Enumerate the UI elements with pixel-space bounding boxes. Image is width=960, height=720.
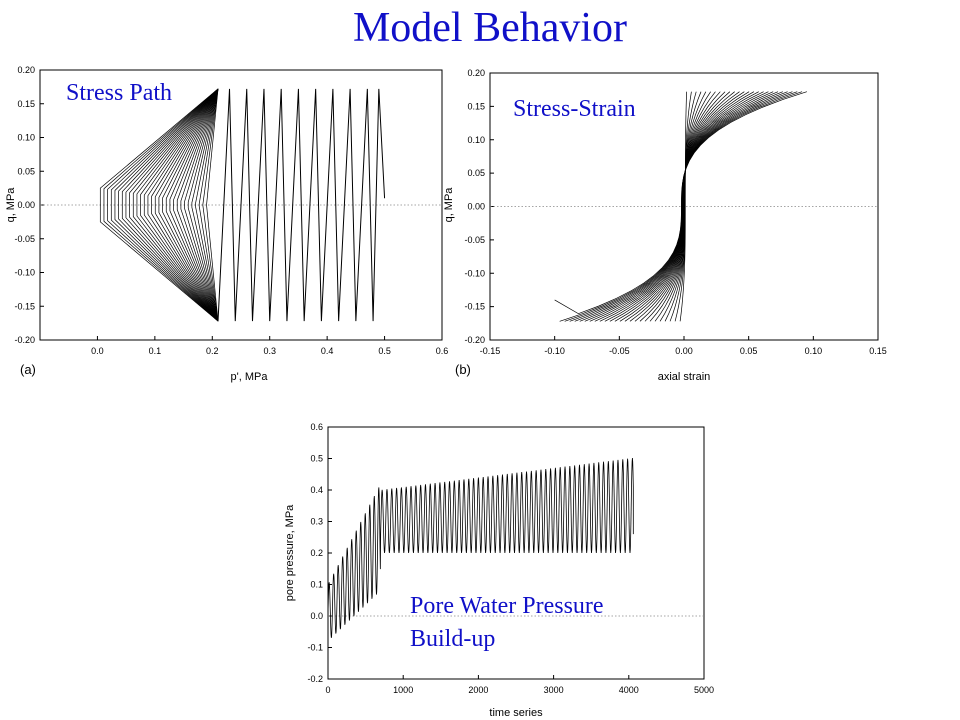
butterfly-series <box>191 88 219 322</box>
y-tick-label: 0.0 <box>310 611 323 621</box>
x-tick-label: 2000 <box>468 685 488 695</box>
x-tick-label: 0.15 <box>869 346 887 356</box>
x-tick-label: 0.05 <box>740 346 758 356</box>
y-tick-label: 0.10 <box>467 135 485 145</box>
butterfly-series <box>187 88 219 322</box>
x-tick-label: -0.10 <box>544 346 565 356</box>
x-axis-label: time series <box>489 707 543 719</box>
pore-pressure-series <box>327 458 634 638</box>
overlay-label-line2: Build-up <box>410 626 495 652</box>
x-tick-label: 0.3 <box>263 346 276 356</box>
panel-label: (b) <box>455 362 471 377</box>
butterfly-series <box>158 88 219 322</box>
y-tick-label: 0.6 <box>310 422 323 432</box>
y-tick-label: -0.10 <box>464 268 485 278</box>
butterfly-series <box>154 88 219 322</box>
x-tick-label: 0.2 <box>206 346 219 356</box>
x-tick-label: 5000 <box>694 685 714 695</box>
y-tick-label: -0.20 <box>14 335 35 345</box>
butterfly-series <box>165 88 219 322</box>
y-tick-label: 0.4 <box>310 485 323 495</box>
y-tick-label: 0.00 <box>467 202 485 212</box>
butterfly-series <box>198 88 219 322</box>
x-tick-label: 0.00 <box>675 346 693 356</box>
x-tick-label: 3000 <box>544 685 564 695</box>
y-tick-label: -0.15 <box>464 302 485 312</box>
butterfly-series <box>129 88 219 322</box>
butterfly-series <box>132 88 219 322</box>
y-tick-label: 0.00 <box>17 200 35 210</box>
x-tick-label: 0.6 <box>436 346 449 356</box>
y-tick-label: -0.20 <box>464 335 485 345</box>
x-axis-label: p', MPa <box>231 371 269 383</box>
x-tick-label: 4000 <box>619 685 639 695</box>
butterfly-series <box>169 88 219 322</box>
x-tick-label: -0.15 <box>480 346 501 356</box>
y-tick-label: -0.05 <box>464 235 485 245</box>
y-tick-label: -0.10 <box>14 268 35 278</box>
slide-title: Model Behavior <box>352 5 628 51</box>
butterfly-series <box>114 88 219 322</box>
butterfly-series <box>195 88 219 322</box>
hysteresis-series <box>679 91 687 322</box>
x-tick-label: 0.5 <box>378 346 391 356</box>
y-tick-label: 0.2 <box>310 548 323 558</box>
x-tick-label: 0.1 <box>149 346 162 356</box>
y-tick-label: 0.20 <box>467 68 485 78</box>
y-tick-label: 0.1 <box>310 580 323 590</box>
y-tick-label: 0.20 <box>17 65 35 75</box>
butterfly-series <box>136 88 219 322</box>
y-tick-label: 0.5 <box>310 454 323 464</box>
butterfly-series <box>103 88 219 322</box>
x-tick-label: 0 <box>325 685 330 695</box>
butterfly-series <box>121 88 219 322</box>
x-tick-label: 0.0 <box>91 346 104 356</box>
overlay-label-line1: Pore Water Pressure <box>410 593 604 619</box>
y-tick-label: 0.10 <box>17 133 35 143</box>
x-axis-label: axial strain <box>658 371 711 383</box>
butterfly-series <box>173 88 219 322</box>
butterfly-series <box>110 88 219 322</box>
y-axis-label: pore pressure, MPa <box>284 504 296 601</box>
y-tick-label: -0.1 <box>307 643 323 653</box>
butterfly-series <box>140 88 219 322</box>
y-tick-label: -0.2 <box>307 674 323 684</box>
butterfly-series <box>162 88 219 322</box>
y-tick-label: -0.15 <box>14 301 35 311</box>
y-axis-label: q, MPa <box>5 187 17 223</box>
butterfly-series <box>180 88 219 322</box>
y-tick-label: 0.05 <box>467 168 485 178</box>
x-tick-label: 1000 <box>393 685 413 695</box>
butterfly-series <box>118 88 219 322</box>
stress-strain-chart: -0.20-0.15-0.10-0.050.000.050.100.150.20… <box>443 68 887 383</box>
x-tick-label: 0.4 <box>321 346 334 356</box>
butterfly-series <box>206 88 219 322</box>
zigzag-series <box>217 88 386 322</box>
overlay-label: Stress-Strain <box>513 96 636 122</box>
overlay-label: Stress Path <box>66 80 172 106</box>
butterfly-series <box>151 88 219 322</box>
butterfly-series <box>125 88 219 322</box>
x-tick-label: 0.10 <box>805 346 823 356</box>
y-tick-label: 0.15 <box>17 99 35 109</box>
x-tick-label: -0.05 <box>609 346 630 356</box>
y-tick-label: 0.05 <box>17 166 35 176</box>
y-tick-label: -0.05 <box>14 234 35 244</box>
y-tick-label: 0.3 <box>310 517 323 527</box>
butterfly-series <box>107 88 219 322</box>
y-tick-label: 0.15 <box>467 101 485 111</box>
pore-pressure-chart: -0.2 -0.1 0.0 0.1 0.2 0.3 0.4 0.5 0.6 0 1000 2000 3… <box>284 422 714 719</box>
butterfly-series <box>147 88 219 322</box>
panel-label: (a) <box>20 362 36 377</box>
stress-path-chart: -0.20-0.15-0.10-0.050.000.050.100.150.20… <box>5 65 448 383</box>
butterfly-series <box>176 88 219 322</box>
y-axis-label: q, MPa <box>443 187 455 223</box>
butterfly-series <box>184 88 219 322</box>
butterfly-series <box>99 88 219 322</box>
butterfly-series <box>143 88 219 322</box>
butterfly-series <box>202 88 219 322</box>
